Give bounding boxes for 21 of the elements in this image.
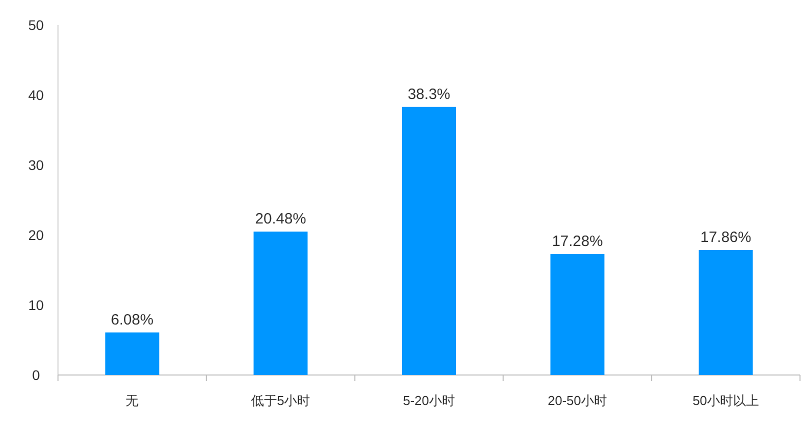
bar — [402, 106, 456, 375]
y-tick-label: 50 — [28, 17, 44, 33]
x-tick-label: 无 — [126, 393, 139, 408]
bar — [698, 250, 753, 375]
bar — [254, 232, 308, 375]
y-tick-label: 30 — [28, 157, 44, 173]
bar — [105, 332, 160, 375]
data-label: 38.3% — [408, 86, 450, 103]
x-tick-label: 5-20小时 — [402, 393, 456, 408]
data-label: 20.48% — [255, 210, 306, 228]
x-tick-label: 20-50小时 — [548, 393, 608, 408]
y-tick-label: 10 — [28, 297, 44, 313]
data-label: 17.86% — [700, 228, 752, 246]
x-tick-label: 50小时以上 — [692, 393, 760, 408]
data-label: 17.28% — [552, 233, 603, 250]
y-tick-label: 40 — [28, 87, 44, 103]
y-tick-label: 20 — [28, 227, 44, 243]
data-label: 6.08% — [110, 311, 154, 328]
bar — [550, 254, 604, 375]
x-tick-label: 低于5小时 — [250, 393, 310, 408]
y-tick-label: 0 — [32, 367, 40, 383]
